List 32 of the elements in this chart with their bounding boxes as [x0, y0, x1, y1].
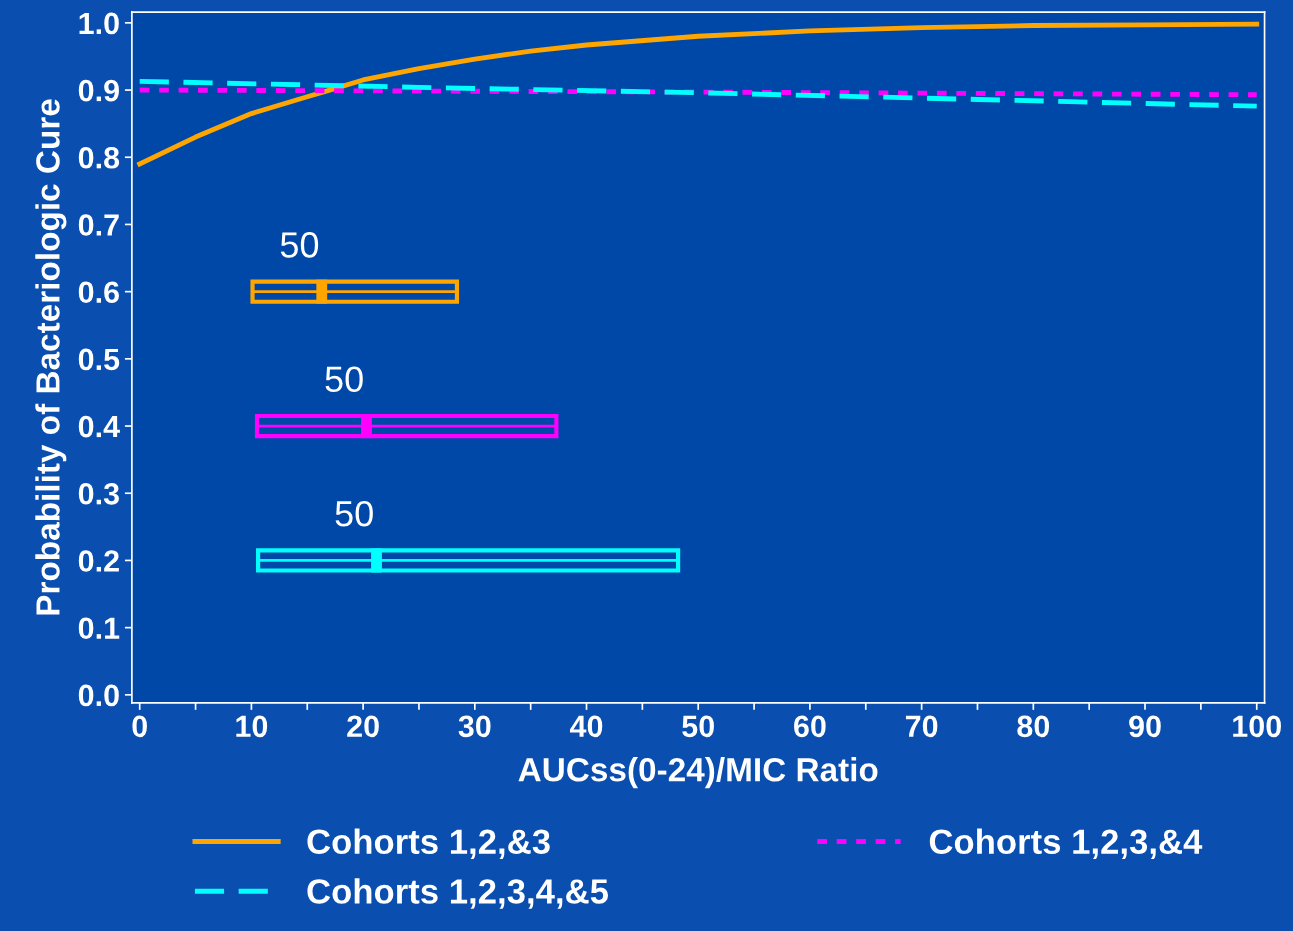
y-tick-label: 0.3 [78, 482, 119, 505]
annotation: 50 [325, 366, 363, 393]
x-tick-label: 50 [682, 715, 714, 738]
y-tick-label: 0.2 [78, 550, 119, 572]
y-tick-label: 0.5 [78, 348, 120, 371]
y-tick-label: 0.0 [78, 684, 119, 707]
line-series [137, 21, 1260, 167]
x-tick-label: 60 [794, 715, 826, 738]
y-tick-label: 1.0 [79, 12, 119, 35]
legend-label: Cohorts 1,2,&3 [307, 828, 550, 860]
x-tick-label: 0 [132, 715, 147, 738]
annotation: 50 [280, 232, 319, 258]
legend-label: Cohorts 1,2,3,&4 [929, 828, 1203, 860]
x-tick-label: 40 [569, 715, 603, 738]
y-tick-label: 0.7 [78, 214, 119, 236]
x-tick-label: 70 [905, 715, 938, 738]
y-tick-label: 0.4 [78, 415, 120, 438]
line-series [137, 78, 1260, 109]
x-tick-label: 100 [1233, 715, 1281, 738]
x-tick-label: 80 [1017, 715, 1050, 738]
annotation: 50 [335, 500, 373, 527]
y-tick-label: 0.9 [78, 79, 119, 102]
x-tick-label: 30 [458, 715, 491, 738]
x-tick-label: 90 [1129, 715, 1161, 738]
x-axis-title: AUCss(0-24)/MIC Ratio [518, 757, 878, 789]
y-axis-title: Probability of Bacteriologic Cure [35, 99, 67, 615]
y-tick-label: 0.1 [78, 617, 120, 640]
y-tick-label: 0.8 [78, 146, 120, 169]
x-tick-label: 20 [347, 715, 379, 738]
y-tick-label: 0.6 [78, 281, 119, 304]
legend-label: Cohorts 1,2,3,4,&5 [307, 878, 609, 909]
x-tick-label: 10 [236, 715, 268, 738]
